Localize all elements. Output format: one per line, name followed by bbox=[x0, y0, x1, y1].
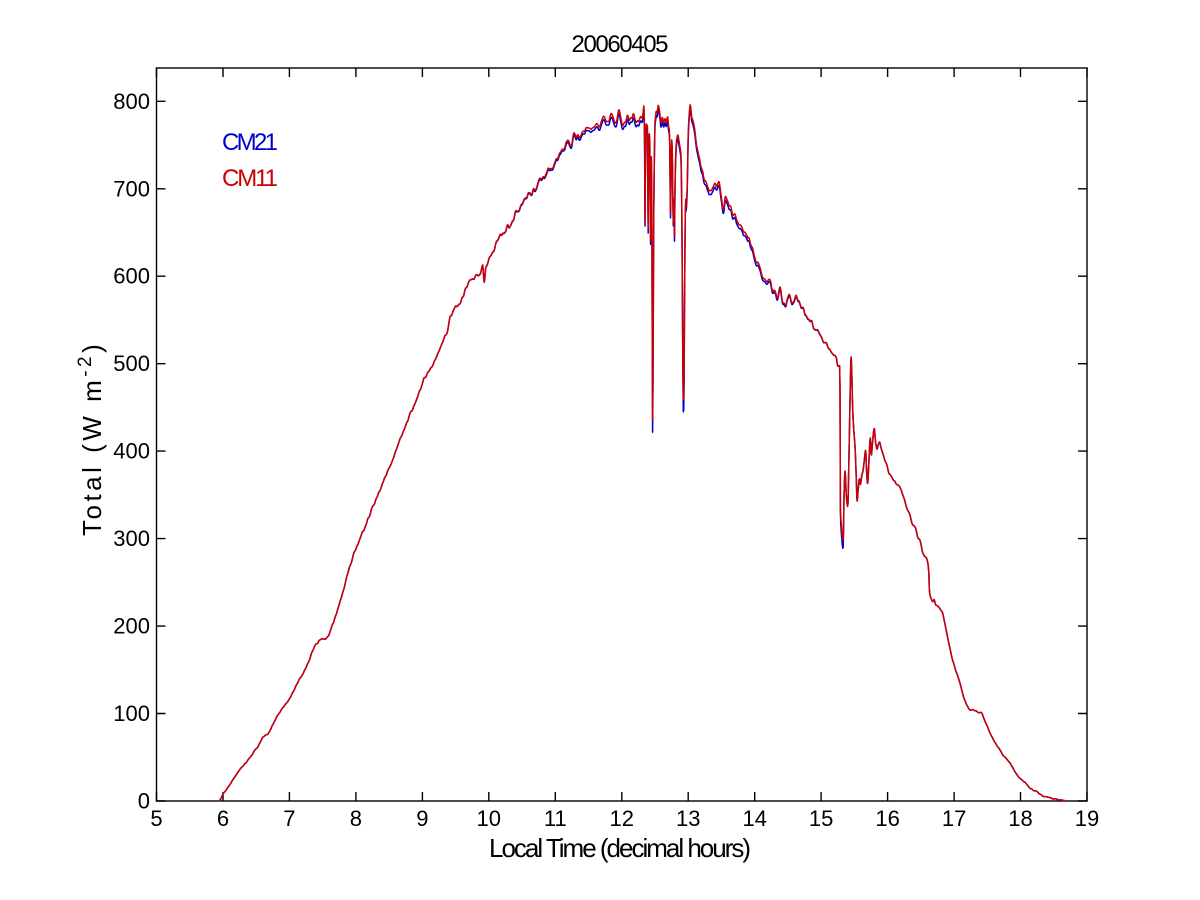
svg-text:500: 500 bbox=[113, 351, 150, 376]
svg-text:17: 17 bbox=[942, 806, 966, 831]
svg-text:18: 18 bbox=[1008, 806, 1032, 831]
svg-text:Total (W m-2): Total (W m-2) bbox=[75, 341, 107, 536]
svg-text:11: 11 bbox=[544, 806, 567, 831]
svg-text:5: 5 bbox=[150, 806, 162, 831]
svg-text:14: 14 bbox=[742, 806, 766, 831]
svg-text:400: 400 bbox=[113, 439, 150, 464]
svg-text:CM11: CM11 bbox=[222, 165, 278, 192]
svg-text:16: 16 bbox=[875, 806, 899, 831]
svg-text:800: 800 bbox=[113, 89, 150, 114]
svg-text:15: 15 bbox=[809, 806, 833, 831]
svg-text:6: 6 bbox=[217, 806, 229, 831]
svg-text:0: 0 bbox=[138, 789, 150, 814]
svg-text:13: 13 bbox=[676, 806, 700, 831]
svg-text:CM21: CM21 bbox=[222, 129, 278, 156]
svg-text:100: 100 bbox=[113, 701, 150, 726]
svg-text:10: 10 bbox=[477, 806, 501, 831]
svg-text:12: 12 bbox=[610, 806, 634, 831]
svg-text:19: 19 bbox=[1075, 806, 1099, 831]
svg-text:7: 7 bbox=[283, 806, 295, 831]
svg-text:Local Time (decimal hours): Local Time (decimal hours) bbox=[489, 833, 751, 863]
svg-text:300: 300 bbox=[113, 526, 150, 551]
svg-text:20060405: 20060405 bbox=[572, 31, 669, 58]
svg-text:9: 9 bbox=[416, 806, 428, 831]
svg-text:700: 700 bbox=[113, 176, 150, 201]
svg-text:200: 200 bbox=[113, 614, 150, 639]
svg-text:8: 8 bbox=[350, 806, 362, 831]
svg-text:600: 600 bbox=[113, 264, 150, 289]
